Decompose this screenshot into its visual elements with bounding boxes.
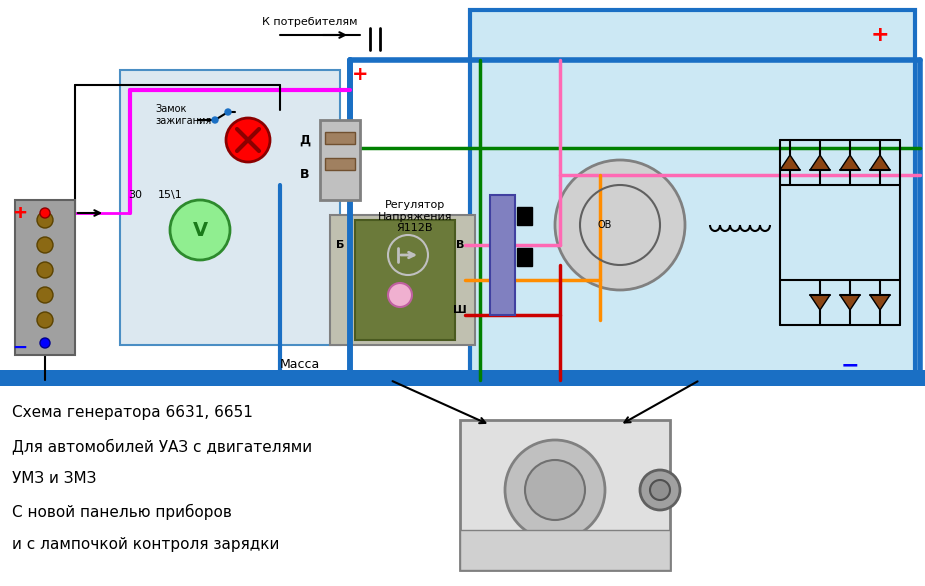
Polygon shape: [840, 155, 860, 170]
Circle shape: [226, 118, 270, 162]
Bar: [517, 248, 532, 266]
Bar: [320, 120, 360, 200]
Polygon shape: [870, 295, 890, 310]
Circle shape: [225, 109, 231, 115]
Bar: [120, 70, 340, 345]
Circle shape: [650, 480, 670, 500]
Polygon shape: [810, 155, 830, 170]
Polygon shape: [780, 155, 800, 170]
Bar: [15, 200, 75, 355]
Text: Регулятор
Напряжения
Я112В: Регулятор Напряжения Я112В: [377, 200, 452, 233]
Circle shape: [525, 460, 585, 520]
Text: Масса: Масса: [280, 359, 320, 372]
Text: −: −: [12, 339, 28, 357]
Bar: [470, 10, 915, 380]
Polygon shape: [810, 295, 830, 310]
Text: С новой панелью приборов: С новой панелью приборов: [12, 504, 232, 520]
Text: Схема генератора 6631, 6651: Схема генератора 6631, 6651: [12, 405, 253, 420]
Bar: [325, 158, 355, 170]
Circle shape: [170, 200, 230, 260]
Text: −: −: [12, 339, 28, 357]
Bar: [325, 132, 355, 144]
Circle shape: [388, 235, 428, 275]
Circle shape: [212, 117, 218, 123]
Text: Замок
зажигания: Замок зажигания: [155, 104, 211, 126]
Circle shape: [40, 338, 50, 348]
Text: Ш: Ш: [453, 305, 467, 315]
Circle shape: [37, 287, 53, 303]
Bar: [330, 215, 475, 345]
Text: и с лампочкой контроля зарядки: и с лампочкой контроля зарядки: [12, 537, 279, 552]
Circle shape: [388, 283, 412, 307]
Text: +: +: [13, 204, 28, 222]
Bar: [100, 10, 470, 380]
Text: Д: Д: [300, 134, 311, 146]
Polygon shape: [870, 155, 890, 170]
Text: 30: 30: [128, 190, 142, 200]
Text: Для автомобилей УАЗ с двигателями: Для автомобилей УАЗ с двигателями: [12, 438, 312, 454]
Text: 15\1: 15\1: [157, 190, 182, 200]
Circle shape: [37, 312, 53, 328]
Circle shape: [555, 160, 685, 290]
Text: +: +: [352, 66, 368, 84]
Circle shape: [37, 237, 53, 253]
Text: V: V: [192, 220, 207, 240]
Text: +: +: [13, 204, 28, 222]
Text: УМЗ и ЗМЗ: УМЗ и ЗМЗ: [12, 471, 96, 486]
Bar: [355, 220, 455, 340]
Text: Б: Б: [336, 240, 344, 250]
Circle shape: [40, 208, 50, 218]
Circle shape: [505, 440, 605, 540]
Bar: [0, 370, 925, 386]
Polygon shape: [840, 295, 860, 310]
Text: ОВ: ОВ: [598, 220, 612, 230]
Circle shape: [37, 262, 53, 278]
Text: +: +: [870, 25, 889, 45]
Text: В: В: [301, 169, 310, 182]
Text: К потребителям: К потребителям: [263, 17, 358, 27]
Bar: [460, 530, 670, 570]
Bar: [517, 207, 532, 225]
Text: В: В: [456, 240, 464, 250]
Circle shape: [37, 212, 53, 228]
Text: −: −: [841, 355, 859, 375]
Bar: [460, 420, 670, 570]
Circle shape: [640, 470, 680, 510]
Bar: [490, 195, 515, 315]
